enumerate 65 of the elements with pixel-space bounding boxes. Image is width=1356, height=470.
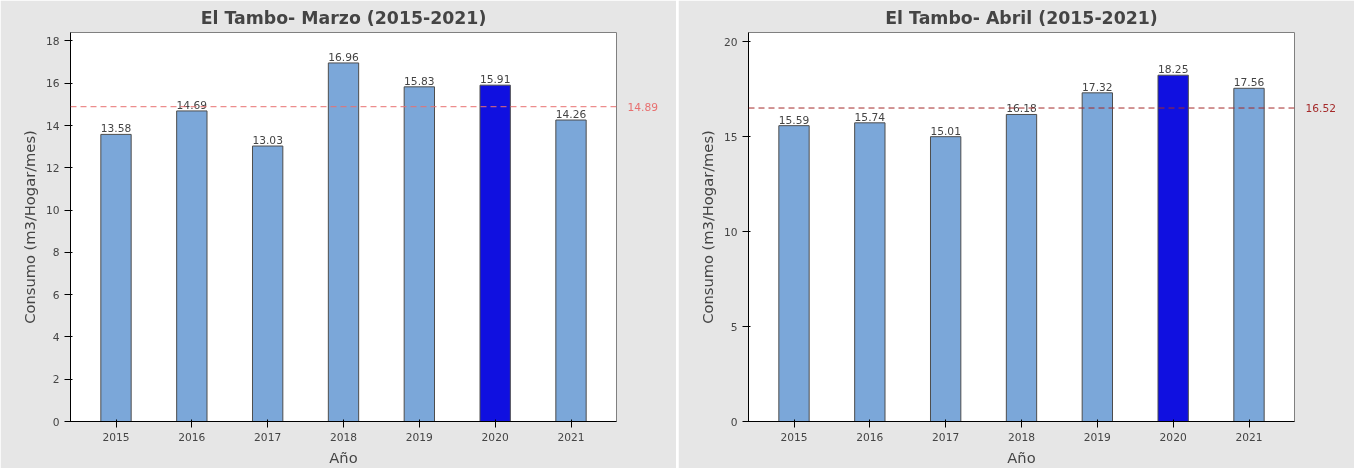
y-axis-title: Consumo (m3/Hogar/mes) [698, 130, 716, 324]
y-axis-title: Consumo (m3/Hogar/mes) [20, 130, 38, 324]
y-tick-label: 20 [723, 35, 738, 49]
bar [778, 125, 810, 422]
y-tick-label: 2 [52, 373, 60, 387]
x-tick-label: 2016 [856, 430, 884, 444]
chart-title: El Tambo- Marzo (2015-2021) [200, 7, 487, 28]
x-tick-label: 2021 [557, 430, 585, 444]
data-label: 15.74 [854, 110, 886, 124]
x-tick-label: 2020 [481, 430, 509, 444]
y-tick-label: 4 [52, 330, 60, 344]
bar [1157, 74, 1189, 422]
bar [479, 84, 511, 422]
data-label: 16.96 [328, 50, 359, 64]
y-tick-label: 12 [45, 161, 60, 175]
bar [555, 119, 587, 422]
x-tick-label: 2017 [254, 430, 282, 444]
data-label: 18.25 [1157, 63, 1189, 77]
data-label: 13.03 [252, 134, 283, 148]
ref-line-label: 16.52 [1305, 102, 1337, 116]
bar [176, 110, 208, 422]
x-tick-label: 2015 [780, 430, 808, 444]
y-tick-label: 15 [723, 130, 738, 144]
x-tick-label: 2018 [1007, 430, 1036, 444]
bar [1233, 87, 1265, 422]
x-tick-label: 2017 [932, 430, 960, 444]
data-label: 14.26 [555, 108, 587, 122]
data-label: 15.59 [778, 113, 810, 127]
bar [1005, 113, 1038, 422]
y-tick-label: 5 [730, 320, 738, 334]
bar [854, 122, 886, 422]
x-tick-label: 2021 [1235, 430, 1263, 444]
y-tick-label: 0 [52, 415, 60, 429]
y-tick-label: 6 [52, 288, 60, 302]
x-axis-title: Año [1007, 448, 1036, 466]
y-tick-label: 18 [45, 34, 60, 48]
y-tick-label: 10 [45, 204, 60, 218]
chart-title: El Tambo- Abril (2015-2021) [885, 7, 1158, 28]
ref-line-label: 14.89 [627, 100, 659, 114]
x-axis-title: Año [329, 448, 358, 466]
data-label: 14.69 [176, 98, 208, 112]
bar [327, 62, 360, 422]
x-tick-label: 2016 [178, 430, 206, 444]
x-tick-label: 2020 [1159, 430, 1187, 444]
x-tick-label: 2019 [405, 430, 434, 444]
y-tick-label: 14 [45, 119, 60, 133]
data-label: 15.83 [404, 74, 435, 88]
data-label: 17.32 [1082, 80, 1113, 94]
y-tick-label: 0 [730, 415, 738, 429]
y-tick-label: 16 [45, 77, 60, 91]
x-tick-label: 2015 [102, 430, 130, 444]
bar [100, 133, 132, 422]
bar [403, 86, 435, 422]
x-tick-label: 2018 [329, 430, 358, 444]
data-label: 13.58 [100, 122, 132, 136]
data-label: 15.91 [479, 73, 511, 87]
y-tick-label: 8 [52, 246, 60, 260]
bar [252, 145, 284, 422]
bar [1081, 92, 1113, 422]
data-label: 15.01 [930, 124, 961, 138]
x-tick-label: 2019 [1083, 430, 1112, 444]
data-label: 16.18 [1006, 102, 1037, 116]
y-tick-label: 10 [723, 225, 738, 239]
data-label: 17.56 [1233, 76, 1265, 90]
bar [930, 136, 962, 422]
